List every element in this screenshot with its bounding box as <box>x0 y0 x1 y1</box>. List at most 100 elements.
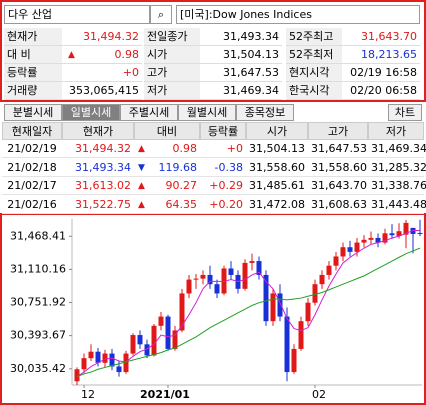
candle-body <box>130 335 136 354</box>
cell: 31,608.63 <box>308 196 368 214</box>
cell: 31,485.61 <box>246 177 308 195</box>
candle-body <box>88 351 94 359</box>
candle-body <box>74 369 80 382</box>
cell: 31,469.34 <box>368 140 426 158</box>
candle-body <box>375 237 381 243</box>
x-tick-label: 12 <box>81 388 95 401</box>
cell: 21/02/18 <box>2 159 62 177</box>
column-header: 고가 <box>308 122 368 140</box>
search-input[interactable]: 다우 산업 <box>4 5 150 24</box>
candle-body <box>165 316 171 349</box>
tab[interactable]: 분별시세 <box>4 104 62 121</box>
candle-body <box>298 321 304 349</box>
change-arrow: ▲ <box>138 144 145 154</box>
candle-body <box>172 330 178 349</box>
candle-body <box>326 265 332 275</box>
info-value: 02/19 16:58 <box>342 64 420 82</box>
column-header: 대비 <box>134 122 200 140</box>
column-header: 등락률 <box>200 122 246 140</box>
chart: 31,468.41 31,110.16 30,751.92 30,393.67 30,0… <box>10 219 423 401</box>
info-cell <box>62 46 142 64</box>
info-label: 전일종가 <box>144 28 200 46</box>
candle-body <box>382 233 388 243</box>
candle-body <box>228 268 234 275</box>
cell: 64.35 <box>134 196 200 214</box>
candle-body <box>270 293 276 322</box>
candle-body <box>151 325 157 356</box>
info-value: 18,213.65 <box>342 46 420 64</box>
search-button[interactable]: ⌕ <box>150 5 172 24</box>
info-value: 31,504.13 <box>200 46 282 64</box>
info-label: 고가 <box>144 64 200 82</box>
cell: 31,443.48 <box>368 196 426 214</box>
change-arrow: ▲ <box>68 50 75 60</box>
candle-body <box>389 233 395 236</box>
candle-body <box>158 316 164 326</box>
cell: 31,522.75 <box>62 196 134 214</box>
candle-body <box>263 274 269 322</box>
cell: 31,647.53 <box>308 140 368 158</box>
candle-body <box>207 274 213 285</box>
candle-body <box>109 353 115 367</box>
candle-body <box>417 232 423 234</box>
change-arrow: ▼ <box>138 162 145 173</box>
candle-body <box>361 239 367 243</box>
column-header: 현재일자 <box>2 122 62 140</box>
candle-body <box>340 247 346 257</box>
info-label: 거래량 <box>4 82 62 100</box>
cell: -0.38 <box>200 159 246 177</box>
info-value: 0.98 <box>114 48 140 61</box>
candle-body <box>137 335 143 345</box>
candle-body <box>403 222 409 235</box>
candle-body <box>305 302 311 322</box>
y-tick-label: 30,035.42 <box>10 362 66 375</box>
cell: 31,472.08 <box>246 196 308 214</box>
column-header: 저가 <box>368 122 424 140</box>
candle-body <box>193 278 199 280</box>
tab[interactable]: 일별시세 <box>62 104 120 121</box>
info-label: 저가 <box>144 82 200 100</box>
quote-panel <box>0 0 426 102</box>
info-label: 52주최고 <box>286 28 342 46</box>
cell: 31,558.60 <box>308 159 368 177</box>
candle-body <box>347 247 353 252</box>
chart-panel: 31,468.41 31,110.16 30,751.92 30,393.67 30,0… <box>0 213 426 405</box>
cell: 21/02/17 <box>2 177 62 195</box>
info-label: 한국시각 <box>286 82 342 100</box>
cell: 31,285.32 <box>368 159 426 177</box>
moving-average <box>76 230 420 378</box>
tab[interactable]: 월별시세 <box>178 104 236 121</box>
y-tick-label: 31,110.16 <box>10 262 66 275</box>
market-field[interactable]: [미국]:Dow Jones Indices <box>176 5 420 24</box>
cell: 0.98 <box>134 140 200 158</box>
candle-body <box>116 366 122 373</box>
candle-body <box>312 284 318 303</box>
candle-body <box>333 256 339 266</box>
cell: 31,493.34 <box>62 159 134 177</box>
cell: 31,504.13 <box>246 140 308 158</box>
info-value: 31,494.32 <box>62 28 142 46</box>
cell: 31,613.02 <box>62 177 134 195</box>
info-value: 31,643.70 <box>342 28 420 46</box>
cell: +0.29 <box>200 177 246 195</box>
chart-button[interactable]: 차트 <box>388 104 422 121</box>
candle-body <box>179 293 185 331</box>
candle-body <box>200 274 206 279</box>
change-arrow: ▲ <box>138 181 145 191</box>
info-label: 시가 <box>144 46 200 64</box>
candle-body <box>81 358 87 370</box>
x-tick-label: 02 <box>312 388 326 401</box>
cell: 119.68 <box>134 159 200 177</box>
candle-body <box>186 279 192 294</box>
cell: +0.20 <box>200 196 246 214</box>
column-header: 시가 <box>246 122 308 140</box>
candle-body <box>95 351 101 363</box>
cell: 21/02/16 <box>2 196 62 214</box>
info-value: 31,647.53 <box>200 64 282 82</box>
tab[interactable]: 종목정보 <box>236 104 294 121</box>
cell: 31,643.70 <box>308 177 368 195</box>
info-label: 등락률 <box>4 64 62 82</box>
tab[interactable]: 주별시세 <box>120 104 178 121</box>
cell: 31,338.76 <box>368 177 426 195</box>
